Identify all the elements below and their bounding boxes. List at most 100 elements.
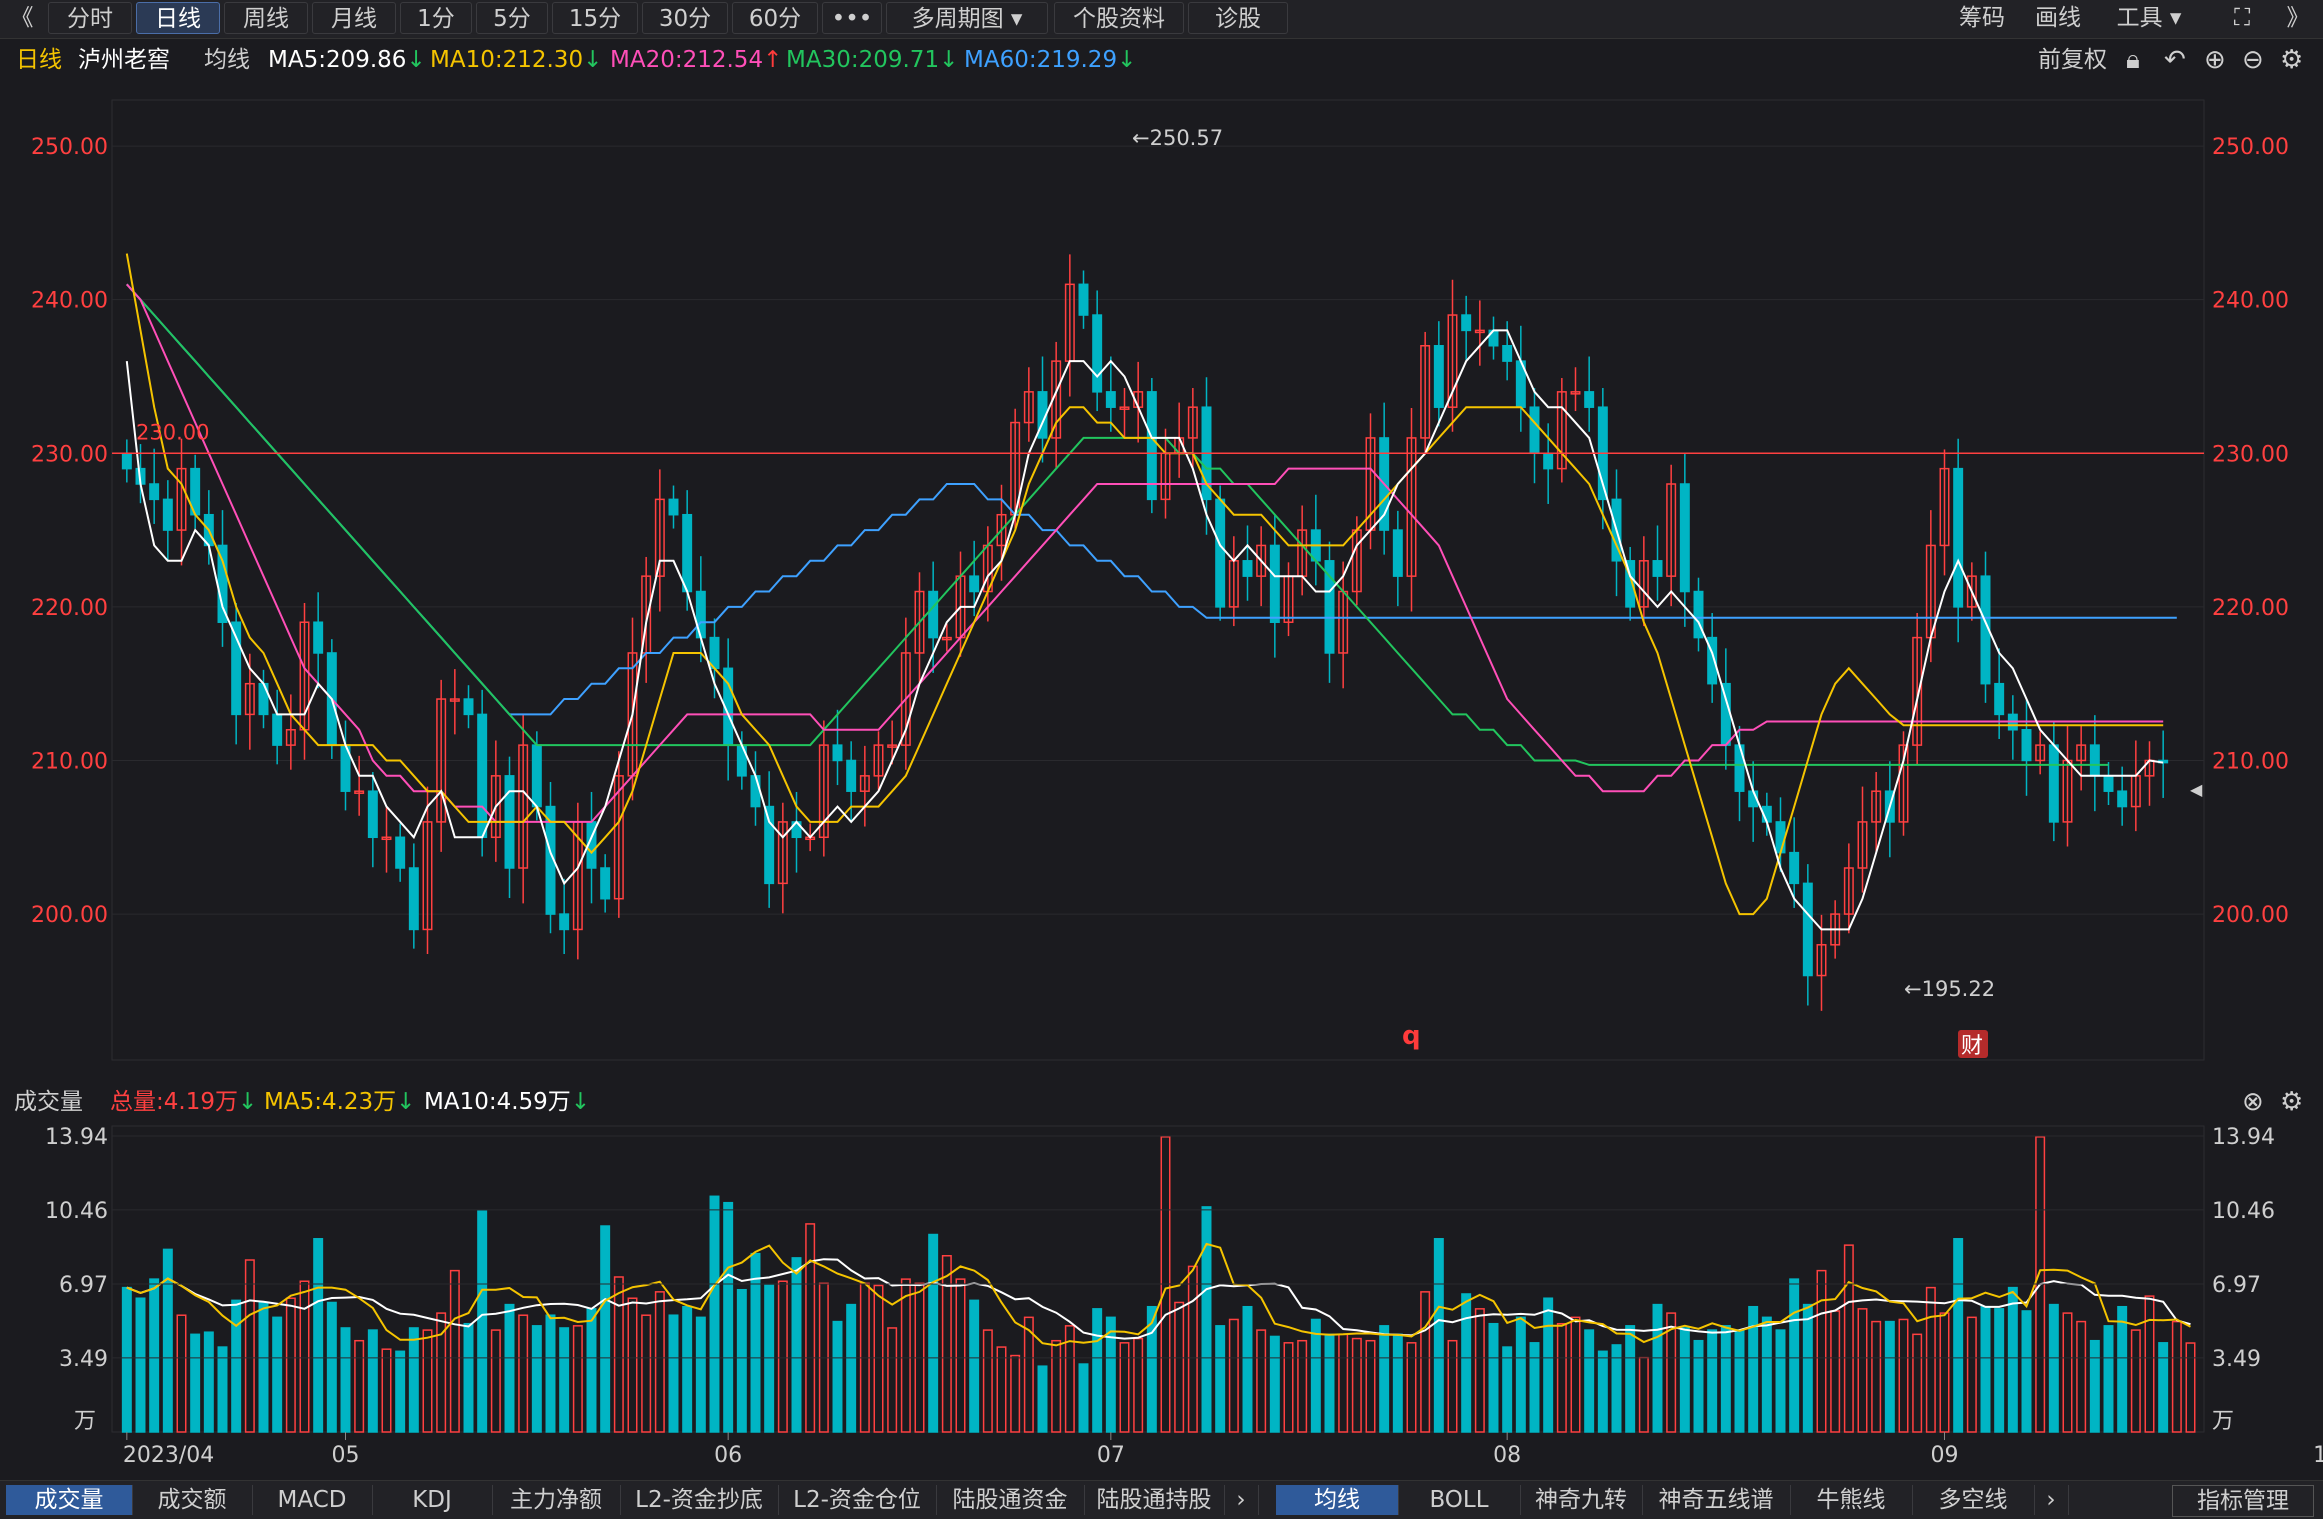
candle [2062, 725, 2073, 847]
collapse-right-icon[interactable]: 》 [2286, 5, 2310, 31]
zoom-out-icon[interactable]: ⊖ [2242, 45, 2264, 75]
chevron-right-icon[interactable]: › [1224, 1485, 1259, 1515]
multi-period-dropdown[interactable]: 多周期图 ▾ [886, 2, 1048, 34]
candle-body [1871, 790, 1882, 823]
tab-turnover[interactable]: 成交额 [132, 1485, 253, 1515]
candle-body [654, 498, 665, 577]
tab-30min[interactable]: 30分 [642, 2, 728, 34]
candle-body [313, 621, 324, 654]
volume-bar [1351, 1337, 1362, 1433]
gear-icon[interactable]: ⚙ [2280, 1087, 2304, 1117]
tab-ma[interactable]: 均线 [1276, 1485, 1399, 1515]
candle [1584, 356, 1595, 432]
volume-bar [313, 1238, 324, 1433]
candle-body [764, 805, 775, 885]
candle [1119, 388, 1130, 438]
candle-body [1242, 560, 1253, 577]
volume-bar [2103, 1325, 2114, 1433]
x-tick-label: 07 [1097, 1443, 1125, 1468]
volume-tick-label: 3.49 [2212, 1347, 2261, 1372]
tab-5min[interactable]: 5分 [476, 2, 548, 34]
tab-l2-position[interactable]: L2-资金仓位 [778, 1485, 937, 1515]
expand-icon[interactable]: ⛶ [2233, 5, 2251, 31]
tab-fenshi[interactable]: 分时 [48, 2, 132, 34]
tab-monthly[interactable]: 月线 [312, 2, 396, 34]
candle-body [1666, 483, 1677, 577]
volume-bar [641, 1314, 652, 1433]
tab-60min[interactable]: 60分 [732, 2, 818, 34]
volume-bar [395, 1350, 406, 1433]
stock-info-button[interactable]: 个股资料 [1054, 2, 1184, 34]
tab-hk-hold[interactable]: 陆股通持股 [1084, 1485, 1225, 1515]
volume-ma5: MA5:4.23万↓ [264, 1086, 415, 1118]
lock-icon[interactable]: 🔒︎ [2126, 45, 2140, 75]
tab-hk-flow[interactable]: 陆股通资金 [936, 1485, 1085, 1515]
tab-weekly[interactable]: 周线 [224, 2, 308, 34]
candle-body [777, 821, 788, 885]
candle [1994, 648, 2005, 739]
chevron-right-icon[interactable]: › [2034, 1485, 2069, 1515]
candle-body [449, 698, 460, 702]
tab-bull-bear[interactable]: 牛熊线 [1790, 1485, 1913, 1515]
tab-15min[interactable]: 15分 [552, 2, 638, 34]
volume-bar [463, 1322, 474, 1433]
volume-bar [1953, 1238, 1964, 1433]
candle [1105, 356, 1116, 432]
candle-body [149, 483, 160, 501]
ma10-arrow: ↓ [583, 47, 603, 73]
diagnose-button[interactable]: 诊股 [1188, 2, 1288, 34]
price-chart[interactable]: 250.00 240.00 230.00 220.00 210.00 200.00 250… [0, 40, 2323, 1480]
undo-icon[interactable]: ↶ [2164, 45, 2186, 75]
candle-body [613, 775, 624, 900]
volume-bar [1884, 1320, 1895, 1433]
volume-bar [326, 1301, 337, 1433]
candle [285, 694, 296, 770]
candle [1898, 731, 1909, 836]
x-tick-label: 08 [1493, 1443, 1521, 1468]
volume-bar [217, 1346, 228, 1433]
candle-body [873, 744, 884, 777]
tab-kdj[interactable]: KDJ [372, 1485, 493, 1515]
ma30-arrow: ↓ [939, 47, 959, 73]
tab-1min[interactable]: 1分 [400, 2, 472, 34]
y-tick-label: 200.00 [2212, 903, 2289, 928]
candle [272, 689, 283, 765]
candle-body [1953, 467, 1964, 608]
adjust-mode[interactable]: 前复权 [2038, 47, 2107, 73]
tab-daily[interactable]: 日线 [136, 2, 220, 34]
tab-five-line[interactable]: 神奇五线谱 [1642, 1485, 1791, 1515]
candle-body [231, 621, 242, 716]
zoom-in-icon[interactable]: ⊕ [2204, 45, 2226, 75]
draw-button[interactable]: 画线 [2035, 5, 2081, 31]
close-icon[interactable]: ⊗ [2242, 1087, 2264, 1117]
candle-body [1693, 590, 1704, 639]
volume-bar [545, 1314, 556, 1433]
tab-macd[interactable]: MACD [252, 1485, 373, 1515]
candle-body [1994, 682, 2005, 716]
candle-body [367, 790, 378, 839]
candle-body [1625, 560, 1636, 608]
collapse-left-icon[interactable]: 《 [10, 5, 34, 31]
tab-main-net[interactable]: 主力净额 [492, 1485, 621, 1515]
volume-bar [1843, 1244, 1854, 1433]
volume-bar [627, 1297, 638, 1433]
ma20-line [126, 283, 2164, 823]
candle-body [559, 913, 570, 931]
gear-icon[interactable]: ⚙ [2280, 45, 2304, 75]
tab-l2-bottom[interactable]: L2-资金抄底 [620, 1485, 779, 1515]
candle-body [408, 867, 419, 931]
volume-bar [928, 1233, 939, 1433]
tab-volume[interactable]: 成交量 [6, 1485, 133, 1515]
chips-button[interactable]: 筹码 [1959, 5, 2005, 31]
indicator-manage-button[interactable]: 指标管理 [2172, 1485, 2314, 1517]
candle-body [1187, 406, 1198, 439]
candle [586, 791, 597, 904]
tools-dropdown[interactable]: 工具 ▾ [2104, 2, 2194, 34]
more-periods-button[interactable]: ••• [822, 2, 882, 34]
tab-nine[interactable]: 神奇九转 [1520, 1485, 1643, 1515]
tab-boll[interactable]: BOLL [1398, 1485, 1521, 1515]
tab-long-short[interactable]: 多空线 [1912, 1485, 2035, 1515]
candle-body [887, 744, 898, 748]
volume-bar [1652, 1303, 1663, 1433]
candle [2158, 730, 2169, 798]
